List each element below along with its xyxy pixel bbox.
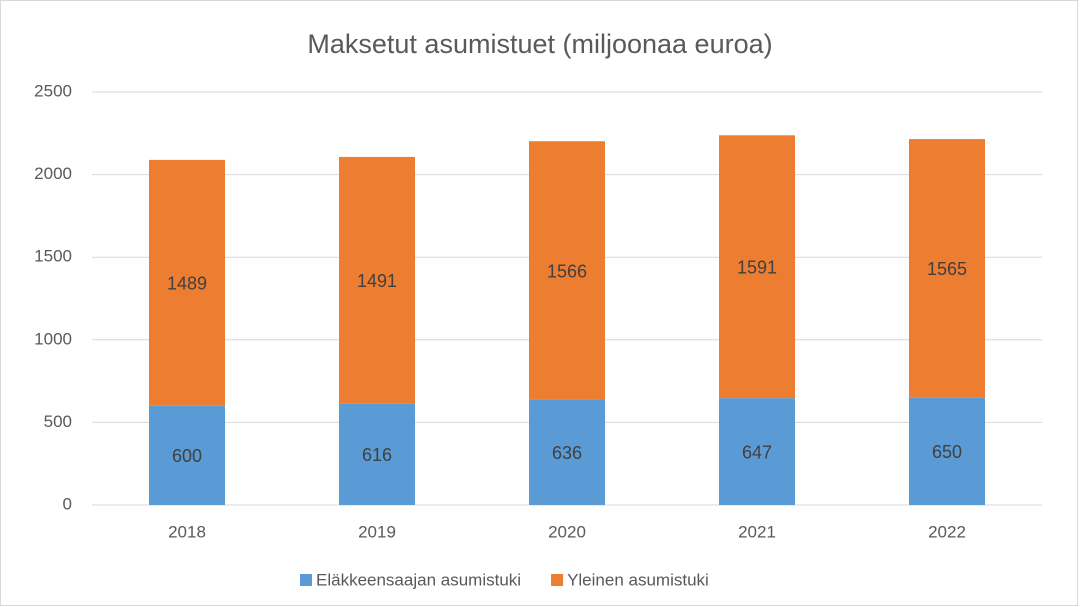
data-label: 650: [932, 442, 962, 462]
y-tick-label: 1500: [34, 247, 72, 266]
bar-segment: [339, 403, 415, 505]
y-tick-label: 500: [44, 412, 72, 431]
chart-title: Maksetut asumistuet (miljoonaa euroa): [307, 29, 772, 59]
x-tick-label: 2020: [548, 522, 586, 541]
legend-swatch: [300, 574, 312, 586]
legend-label: Yleinen asumistuki: [567, 570, 709, 589]
data-label: 1565: [927, 259, 967, 279]
x-tick-label: 2022: [928, 522, 966, 541]
data-label: 636: [552, 443, 582, 463]
x-tick-label: 2018: [168, 522, 206, 541]
bar-segment: [719, 135, 795, 399]
bar-segment: [529, 399, 605, 505]
bar-segment: [909, 397, 985, 505]
data-label: 600: [172, 446, 202, 466]
bar-segment: [149, 405, 225, 505]
y-tick-label: 2500: [34, 81, 72, 100]
data-label: 1591: [737, 257, 777, 277]
y-tick-label: 2000: [34, 164, 72, 183]
bar-segment: [529, 141, 605, 400]
legend-label: Eläkkeensaajan asumistuki: [316, 570, 521, 589]
bar-segment: [339, 156, 415, 404]
data-label: 616: [362, 445, 392, 465]
data-label: 647: [742, 442, 772, 462]
x-tick-label: 2021: [738, 522, 776, 541]
bar-segment: [719, 398, 795, 505]
y-tick-label: 1000: [34, 329, 72, 348]
data-label: 1489: [167, 274, 207, 294]
data-label: 1491: [357, 271, 397, 291]
bar-segment: [909, 139, 985, 398]
legend-swatch: [551, 574, 564, 586]
y-tick-label: 0: [63, 494, 72, 513]
x-tick-label: 2019: [358, 522, 396, 541]
data-label: 1566: [547, 261, 587, 281]
bar-segment: [149, 159, 225, 406]
